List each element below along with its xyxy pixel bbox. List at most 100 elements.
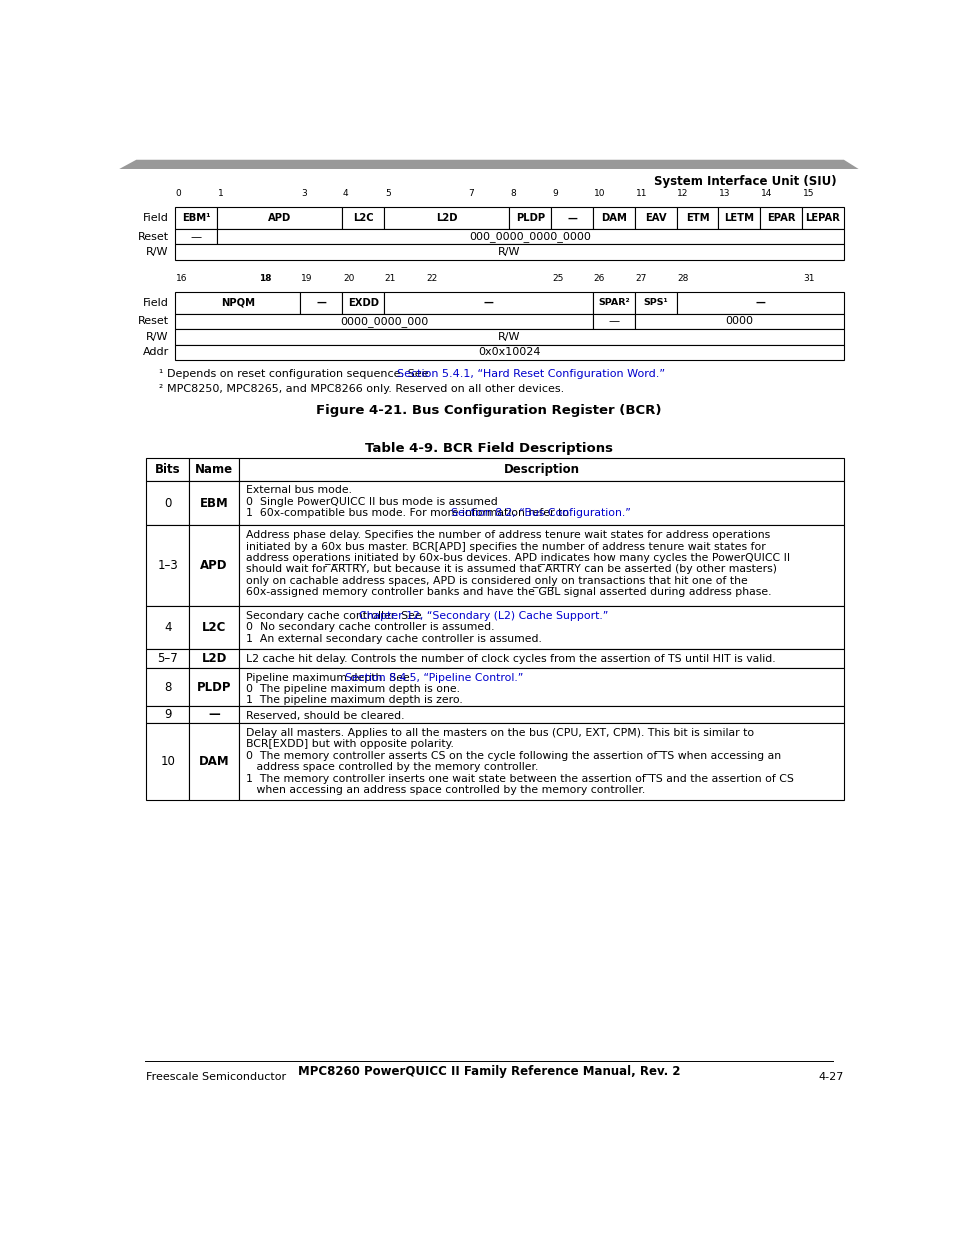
- Text: 4: 4: [343, 189, 348, 199]
- Text: 28: 28: [677, 274, 688, 283]
- Bar: [146, 668, 189, 706]
- Text: 18: 18: [259, 274, 272, 283]
- Bar: [174, 330, 843, 345]
- Text: —: —: [483, 298, 493, 308]
- Text: Section 8.4.5, “Pipeline Control.”: Section 8.4.5, “Pipeline Control.”: [345, 673, 523, 683]
- Text: External bus mode.: External bus mode.: [246, 485, 352, 495]
- Text: LETM: LETM: [723, 214, 754, 224]
- Text: 0000_0000_000: 0000_0000_000: [339, 316, 428, 327]
- Bar: [146, 458, 189, 480]
- Text: address operations initiated by 60x-bus devices. APD indicates how many cycles t: address operations initiated by 60x-bus …: [246, 553, 790, 563]
- Bar: [239, 458, 843, 480]
- Bar: [342, 293, 384, 314]
- Text: 5: 5: [384, 189, 390, 199]
- Text: Section 5.4.1, “Hard Reset Configuration Word.”: Section 5.4.1, “Hard Reset Configuration…: [397, 369, 665, 379]
- Bar: [634, 207, 676, 228]
- Text: 31: 31: [802, 274, 814, 283]
- Text: MPC8260 PowerQUICC II Family Reference Manual, Rev. 2: MPC8260 PowerQUICC II Family Reference M…: [297, 1066, 679, 1078]
- Polygon shape: [119, 159, 858, 169]
- Text: ²: ²: [158, 384, 162, 394]
- Text: 20: 20: [343, 274, 354, 283]
- Text: 10: 10: [593, 189, 605, 199]
- Text: PLDP: PLDP: [196, 680, 232, 694]
- Text: 4: 4: [164, 621, 172, 635]
- Text: 14: 14: [760, 189, 772, 199]
- Text: 000_0000_0000_0000: 000_0000_0000_0000: [469, 231, 591, 242]
- Text: Section 8.2, “Bus Configuration.”: Section 8.2, “Bus Configuration.”: [451, 509, 630, 519]
- Text: Chapter 12, “Secondary (L2) Cache Support.”: Chapter 12, “Secondary (L2) Cache Suppor…: [359, 611, 608, 621]
- Bar: [300, 293, 342, 314]
- Text: DAM: DAM: [198, 756, 230, 768]
- Text: 1  The memory controller inserts one wait state between the assertion of ̅T̅S an: 1 The memory controller inserts one wait…: [246, 773, 794, 783]
- Bar: [174, 345, 843, 359]
- Text: initiated by a 60x bus master. BCR[APD] specifies the number of address tenure w: initiated by a 60x bus master. BCR[APD] …: [246, 541, 765, 552]
- Bar: [634, 314, 843, 330]
- Text: 8: 8: [164, 680, 172, 694]
- Text: System Interface Unit (SIU): System Interface Unit (SIU): [653, 175, 835, 188]
- Text: Name: Name: [195, 463, 233, 475]
- Text: Field: Field: [143, 298, 169, 308]
- Text: 12: 12: [677, 189, 688, 199]
- Text: 16: 16: [175, 274, 187, 283]
- Bar: [189, 480, 239, 526]
- Bar: [676, 207, 718, 228]
- Bar: [239, 668, 843, 706]
- Text: NPQM: NPQM: [220, 298, 254, 308]
- Bar: [239, 650, 843, 668]
- Text: LEPAR: LEPAR: [804, 214, 840, 224]
- Text: R/W: R/W: [146, 332, 169, 342]
- Bar: [760, 207, 801, 228]
- Text: 8: 8: [510, 189, 516, 199]
- Bar: [216, 228, 843, 245]
- Text: Field: Field: [143, 214, 169, 224]
- Text: DAM: DAM: [600, 214, 626, 224]
- Bar: [146, 606, 189, 650]
- Bar: [174, 314, 593, 330]
- Text: L2C: L2C: [353, 214, 373, 224]
- Bar: [384, 207, 509, 228]
- Bar: [239, 526, 843, 606]
- Text: Freescale Semiconductor: Freescale Semiconductor: [146, 1072, 286, 1082]
- Text: 60x-assigned memory controller banks and have the ̅G̅B̅L signal asserted during : 60x-assigned memory controller banks and…: [246, 587, 771, 597]
- Text: EAV: EAV: [644, 214, 666, 224]
- Text: 1  The pipeline maximum depth is zero.: 1 The pipeline maximum depth is zero.: [246, 695, 462, 705]
- Text: Reset: Reset: [137, 316, 169, 326]
- Text: L2D: L2D: [201, 652, 227, 666]
- Bar: [593, 207, 634, 228]
- Text: Delay all masters. Applies to all the masters on the bus (CPU, EXT, CPM). This b: Delay all masters. Applies to all the ma…: [246, 727, 754, 739]
- Text: 9: 9: [552, 189, 558, 199]
- Text: Figure 4-21. Bus Configuration Register (BCR): Figure 4-21. Bus Configuration Register …: [315, 404, 661, 417]
- Bar: [174, 207, 216, 228]
- Bar: [593, 314, 634, 330]
- Text: Bits: Bits: [154, 463, 180, 475]
- Text: —: —: [191, 232, 201, 242]
- Text: SPS¹: SPS¹: [642, 299, 667, 308]
- Bar: [189, 458, 239, 480]
- Text: Depends on reset configuration sequence. See: Depends on reset configuration sequence.…: [167, 369, 432, 379]
- Text: Address phase delay. Specifies the number of address tenure wait states for addr: Address phase delay. Specifies the numbe…: [246, 530, 770, 540]
- Bar: [342, 207, 384, 228]
- Text: Pipeline maximum depth. See: Pipeline maximum depth. See: [246, 673, 414, 683]
- Text: R/W: R/W: [497, 332, 520, 342]
- Text: —: —: [755, 298, 764, 308]
- Text: 5–7: 5–7: [157, 652, 178, 666]
- Text: 0: 0: [164, 496, 172, 510]
- Bar: [174, 293, 300, 314]
- Text: 21: 21: [384, 274, 395, 283]
- Text: 0000: 0000: [724, 316, 753, 326]
- Text: 19: 19: [301, 274, 313, 283]
- Text: L2 cache hit delay. Controls the number of clock cycles from the assertion of TS: L2 cache hit delay. Controls the number …: [246, 655, 775, 664]
- Text: Description: Description: [503, 463, 579, 475]
- Text: 0  No secondary cache controller is assumed.: 0 No secondary cache controller is assum…: [246, 622, 495, 632]
- Text: EBM: EBM: [199, 496, 229, 510]
- Bar: [189, 606, 239, 650]
- Bar: [801, 207, 843, 228]
- Bar: [509, 207, 551, 228]
- Text: —: —: [567, 214, 577, 224]
- Bar: [189, 668, 239, 706]
- Text: ¹: ¹: [158, 369, 162, 379]
- Bar: [239, 480, 843, 526]
- Text: Reset: Reset: [137, 232, 169, 242]
- Text: 7: 7: [468, 189, 474, 199]
- Text: 10: 10: [160, 756, 175, 768]
